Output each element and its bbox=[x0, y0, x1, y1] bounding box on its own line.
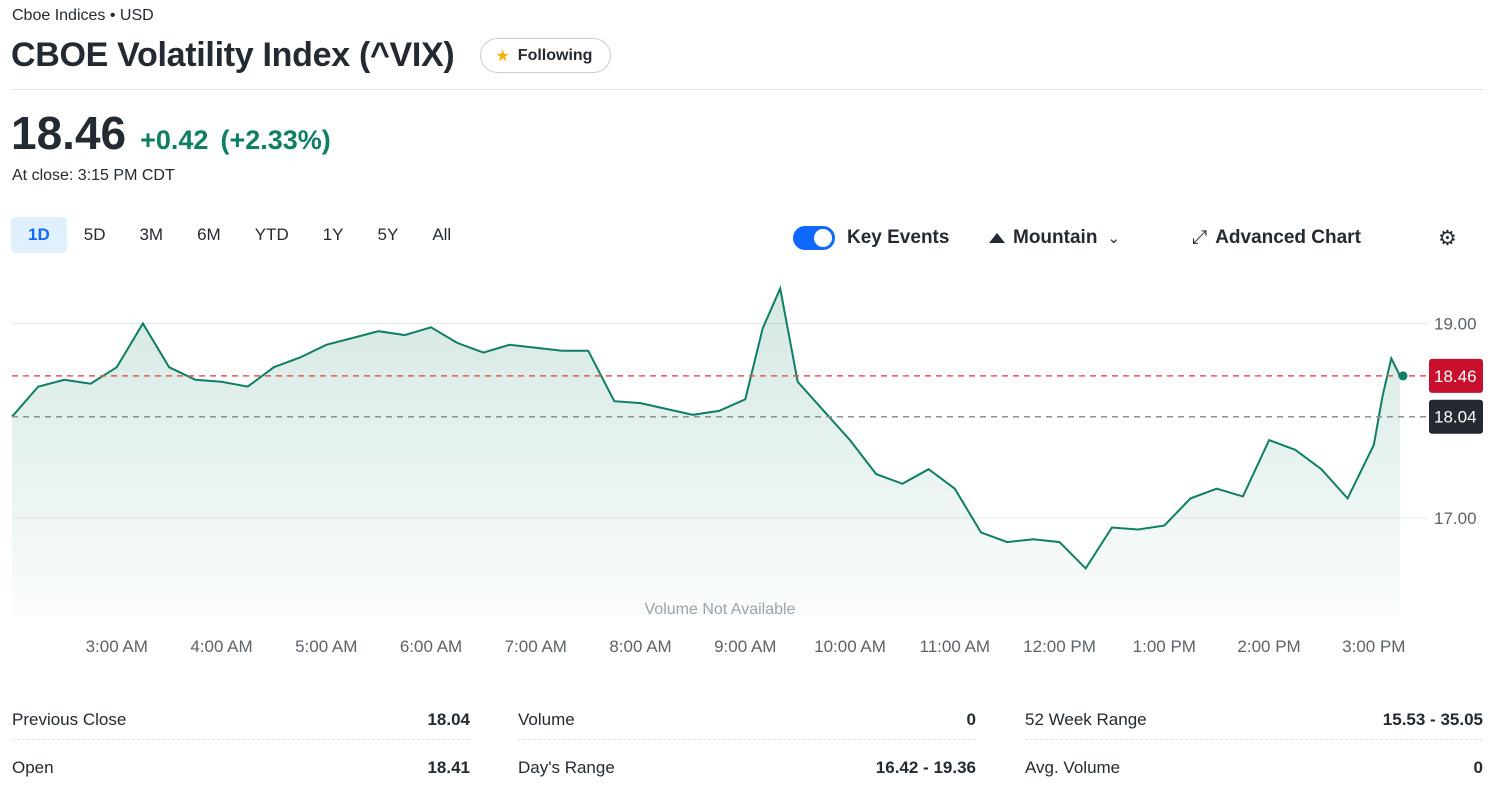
x-tick-label: 12:00 PM bbox=[1023, 637, 1096, 656]
toggle-knob bbox=[814, 229, 832, 247]
price-line bbox=[11, 285, 1401, 570]
expand-icon: ⤢ bbox=[1192, 227, 1208, 248]
chart-type-label: Mountain bbox=[1013, 227, 1098, 248]
advanced-chart-button[interactable]: ⤢ Advanced Chart bbox=[1192, 222, 1361, 254]
exchange-label: Cboe Indices • USD bbox=[12, 7, 154, 24]
close-time: At close: 3:15 PM CDT bbox=[12, 167, 175, 184]
page-title: CBOE Volatility Index (^VIX) bbox=[11, 36, 455, 74]
stat-label: Open bbox=[12, 758, 54, 777]
x-tick-label: 7:00 AM bbox=[505, 637, 567, 656]
stat-label: Previous Close bbox=[12, 709, 127, 729]
range-tab-5y[interactable]: 5Y bbox=[377, 225, 399, 244]
key-events-toggle[interactable]: Key Events bbox=[793, 222, 949, 254]
chart-type-dropdown[interactable]: Mountain ⌄ bbox=[989, 222, 1120, 254]
header-divider bbox=[12, 89, 1483, 90]
range-tab-1y[interactable]: 1Y bbox=[322, 225, 344, 244]
toggle-switch[interactable] bbox=[793, 226, 835, 250]
following-label: Following bbox=[517, 46, 593, 64]
volume-not-available: Volume Not Available bbox=[645, 601, 796, 618]
quote-row: 18.46 +0.42 (+2.33%) bbox=[11, 106, 331, 160]
x-tick-label: 4:00 AM bbox=[190, 637, 252, 656]
range-tab-ytd[interactable]: YTD bbox=[254, 225, 289, 244]
stat-value: 15.53 - 35.05 bbox=[1382, 709, 1483, 729]
stat-label: Avg. Volume bbox=[1025, 758, 1121, 777]
key-events-label: Key Events bbox=[847, 227, 950, 248]
stat-avg-volume: Avg. Volume 0 bbox=[1025, 748, 1483, 786]
x-tick-label: 11:00 AM bbox=[920, 637, 991, 656]
x-tick-label: 3:00 PM bbox=[1342, 637, 1405, 656]
stat-value: 18.41 bbox=[427, 758, 470, 777]
range-tab-3m[interactable]: 3M bbox=[139, 225, 164, 244]
price-chart[interactable]: 19.00 17.00 3:00 AM 4:00 AM 5:00 AM 6:00 AM 7… bbox=[0, 270, 1491, 670]
following-button[interactable]: ★ Following bbox=[480, 38, 612, 73]
x-tick-label: 2:00 PM bbox=[1237, 637, 1300, 656]
current-price-badge: 18.46 bbox=[1429, 358, 1483, 393]
price-area bbox=[12, 288, 1400, 615]
stat-days-range: Day's Range 16.42 - 19.36 bbox=[518, 748, 976, 786]
current-price-dot bbox=[1398, 371, 1408, 381]
mountain-icon bbox=[989, 233, 1005, 243]
star-icon: ★ bbox=[495, 47, 510, 65]
stat-value: 18.04 bbox=[427, 709, 470, 729]
stat-label: Day's Range bbox=[518, 758, 615, 777]
stat-label: 52 Week Range bbox=[1025, 709, 1147, 729]
x-tick-label: 5:00 AM bbox=[295, 637, 357, 656]
x-tick-label: 1:00 PM bbox=[1133, 637, 1196, 656]
stat-52-week-range: 52 Week Range 15.53 - 35.05 bbox=[1025, 700, 1483, 740]
y-tick-label: 19.00 bbox=[1434, 314, 1477, 333]
advanced-chart-label: Advanced Chart bbox=[1215, 227, 1361, 248]
range-tabs: 1D 5D 3M 6M YTD 1Y 5Y All bbox=[11, 217, 468, 253]
x-tick-label: 6:00 AM bbox=[400, 637, 462, 656]
chart-settings-button[interactable]: ⚙ bbox=[1438, 222, 1457, 254]
x-tick-label: 9:00 AM bbox=[714, 637, 776, 656]
current-price-badge-label: 18.46 bbox=[1434, 367, 1477, 386]
x-tick-label: 8:00 AM bbox=[609, 637, 671, 656]
stat-label: Volume bbox=[518, 709, 575, 729]
stat-open: Open 18.41 bbox=[12, 748, 470, 786]
range-tab-all[interactable]: All bbox=[432, 225, 452, 244]
x-tick-label: 3:00 AM bbox=[86, 637, 148, 656]
range-tab-5d[interactable]: 5D bbox=[83, 225, 106, 244]
y-tick-label: 17.00 bbox=[1434, 509, 1477, 528]
x-tick-label: 10:00 AM bbox=[814, 637, 886, 656]
previous-close-badge: 18.04 bbox=[1429, 399, 1483, 434]
previous-close-badge-label: 18.04 bbox=[1434, 408, 1477, 427]
stat-value: 0 bbox=[966, 709, 976, 729]
last-price: 18.46 bbox=[11, 107, 127, 159]
price-change: +0.42 bbox=[140, 125, 209, 155]
title-row: CBOE Volatility Index (^VIX) ★ Following bbox=[11, 36, 612, 75]
stat-value: 16.42 - 19.36 bbox=[875, 758, 976, 777]
gear-icon: ⚙ bbox=[1438, 226, 1457, 250]
price-change-percent: (+2.33%) bbox=[220, 125, 331, 155]
chevron-down-icon: ⌄ bbox=[1107, 230, 1121, 247]
stat-previous-close: Previous Close 18.04 bbox=[12, 700, 470, 740]
stat-volume: Volume 0 bbox=[518, 700, 976, 740]
stat-value: 0 bbox=[1473, 758, 1483, 777]
range-tab-1d[interactable]: 1D bbox=[11, 217, 67, 253]
range-tab-6m[interactable]: 6M bbox=[197, 225, 221, 244]
